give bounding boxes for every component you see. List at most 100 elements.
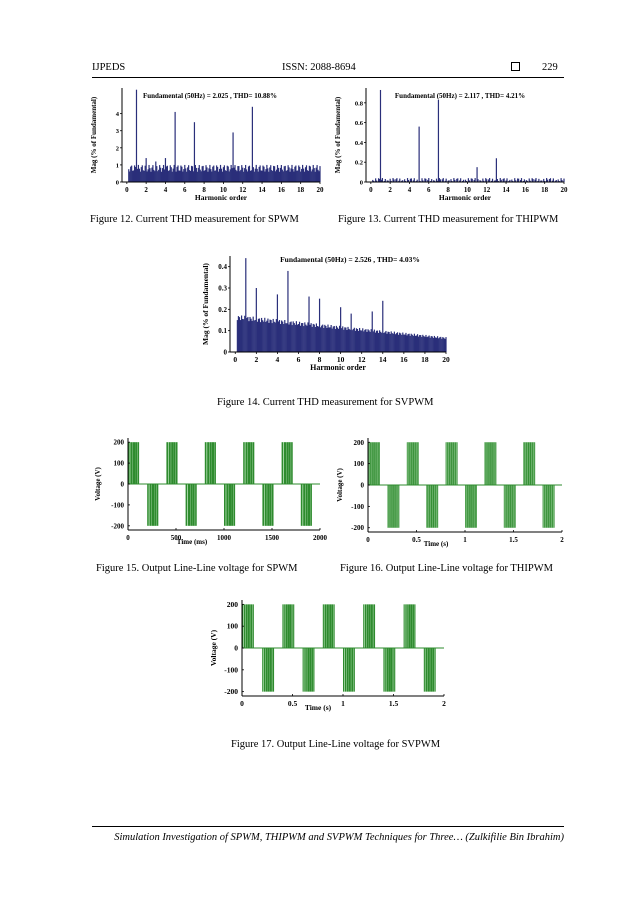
harmonic-bar [301,323,303,352]
harmonic-bar [217,166,219,182]
harmonic-bar [238,317,241,352]
voltage-pulse [524,442,526,485]
harmonic-bar [360,330,362,352]
harmonic-bar [378,178,381,182]
voltage-notch [264,484,265,526]
y-tick-label: 0 [360,180,363,187]
voltage-pulse [392,485,393,528]
harmonic-bar [268,171,270,182]
harmonic-bar [269,319,271,352]
y-tick-label: 200 [227,600,239,609]
harmonic-bar [205,165,207,182]
harmonic-bar [198,165,200,182]
y-tick-label: 0.2 [355,160,363,167]
harmonic-bar [270,165,272,182]
harmonic-bar [237,316,240,352]
voltage-pulse [168,442,171,484]
harmonic-bar [293,171,295,182]
voltage-pulse [378,442,380,485]
y-axis-label: Voltage (V) [94,466,102,500]
harmonic-bar [311,169,313,182]
harmonic-bar [384,332,386,352]
harmonic-bar [404,179,406,182]
harmonic-bar [267,168,269,182]
harmonic-bar [281,320,283,352]
harmonic-bar [327,324,329,352]
harmonic-bar [286,323,288,352]
voltage-pulse [348,648,351,692]
voltage-pulse [302,648,304,692]
voltage-pulse [370,442,371,485]
harmonic-bar [303,171,306,182]
harmonic-bar [131,165,133,182]
harmonic-bar [322,324,324,352]
voltage-pulse [385,648,387,692]
harmonic-bar [253,171,255,182]
voltage-pulse [494,442,496,485]
harmonic-bar [457,178,459,182]
voltage-pulse [214,442,216,484]
harmonic-bar [224,170,226,182]
harmonic-bar [485,178,487,182]
harmonic-bar [430,336,432,352]
voltage-pulse [432,485,433,528]
harmonic-bar [289,322,291,352]
x-tick-label: 20 [561,186,569,194]
voltage-pulse [389,485,390,528]
y-tick-label: -200 [224,687,238,696]
voltage-pulse [269,648,271,692]
voltage-pulse [531,442,533,485]
harmonic-bar [185,168,187,182]
voltage-pulse [527,442,529,485]
x-tick-label: 2 [442,699,446,708]
voltage-notch [206,442,208,484]
voltage-pulse [546,485,548,528]
voltage-pulse [543,485,544,528]
x-tick-label: 1 [463,536,467,544]
voltage-pulse [503,485,505,528]
harmonic-bar [174,111,176,182]
harmonic-bar [376,330,379,352]
harmonic-bar [191,166,194,182]
harmonic-bar [442,337,444,352]
x-tick-label: 0 [125,186,129,194]
voltage-pulse [390,485,391,528]
harmonic-bar [400,333,402,352]
harmonic-bar [355,328,358,352]
harmonic-bar [354,330,356,352]
voltage-pulse [456,442,457,485]
voltage-pulse [430,485,431,528]
harmonic-bar [256,168,258,182]
harmonic-bar [181,166,183,182]
harmonic-bar [186,171,188,182]
harmonic-bar [248,165,251,182]
harmonic-bar [397,334,400,352]
voltage-notch [302,484,304,526]
harmonic-bar [393,331,395,352]
harmonic-bar [302,164,304,182]
harmonic-bar [425,178,427,182]
harmonic-bar [129,171,131,182]
harmonic-bar [213,165,215,182]
harmonic-bar [340,307,342,352]
harmonic-bar [371,311,373,352]
harmonic-bar [529,180,531,182]
x-tick-label: 18 [421,355,429,364]
harmonic-bar [255,288,257,352]
harmonic-bar [150,171,152,182]
voltage-pulse [544,485,546,528]
harmonic-bar [401,334,403,352]
voltage-pulse [386,648,389,692]
harmonic-bar [554,180,556,182]
harmonic-bar [467,178,469,182]
voltage-pulse [470,485,471,528]
voltage-pulse [412,604,414,648]
voltage-pulse [542,485,544,528]
harmonic-bar [310,171,312,182]
chart-title: Fundamental (50Hz) = 2.117 , THD= 4.21% [395,92,525,100]
voltage-pulse [504,485,506,528]
harmonic-bar [307,322,309,352]
y-tick-label: 100 [114,460,125,468]
harmonic-bar [306,170,309,182]
voltage-pulse [485,442,486,485]
